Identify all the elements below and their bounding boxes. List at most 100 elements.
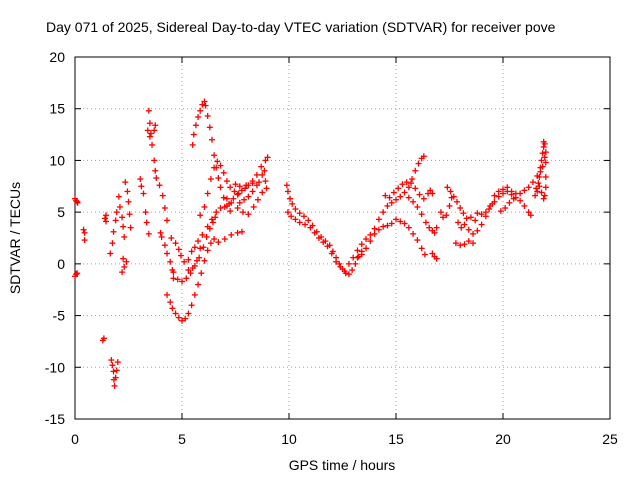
data-point — [174, 276, 181, 283]
data-point — [146, 133, 153, 140]
data-point — [491, 192, 498, 199]
data-point — [249, 178, 256, 185]
data-point — [315, 235, 322, 241]
data-point — [145, 107, 152, 114]
y-tick-label: -15 — [45, 411, 65, 427]
data-point — [540, 143, 547, 150]
data-point — [478, 211, 485, 218]
data-point — [239, 209, 246, 216]
data-point — [172, 240, 179, 247]
data-point — [120, 255, 127, 262]
data-point — [443, 212, 450, 219]
data-point — [220, 194, 227, 201]
data-point — [262, 157, 269, 164]
data-point — [292, 216, 299, 223]
data-point — [517, 197, 524, 204]
data-point — [541, 192, 548, 199]
data-point — [388, 199, 395, 206]
data-point — [191, 244, 198, 251]
data-point — [213, 209, 220, 216]
data-point — [161, 242, 168, 249]
data-point — [521, 187, 528, 194]
data-point — [204, 223, 211, 230]
data-point — [238, 228, 245, 235]
data-point — [535, 180, 542, 187]
data-point — [211, 152, 218, 159]
data-point — [258, 163, 265, 170]
data-point — [120, 223, 127, 230]
data-point — [259, 171, 266, 178]
y-tick-label: 5 — [57, 204, 65, 220]
data-point — [405, 184, 412, 191]
data-point — [264, 154, 271, 161]
data-point — [137, 176, 144, 183]
data-point — [363, 245, 370, 252]
data-point — [189, 141, 196, 148]
data-point — [371, 225, 378, 232]
data-point — [204, 190, 211, 197]
data-point — [159, 192, 166, 199]
data-point — [380, 209, 387, 216]
data-point — [199, 231, 206, 238]
data-point — [341, 268, 348, 275]
data-point — [124, 188, 131, 195]
data-point — [399, 181, 406, 188]
data-point — [502, 205, 509, 212]
data-point — [534, 188, 541, 195]
y-axis-label: SDTVAR / TECUs — [7, 182, 23, 294]
data-point — [215, 239, 222, 246]
data-point — [345, 271, 352, 278]
data-point — [195, 113, 202, 120]
data-point — [164, 291, 171, 298]
data-point — [426, 224, 433, 231]
data-point — [517, 190, 524, 197]
data-point — [463, 215, 470, 222]
data-point — [382, 192, 389, 199]
data-point — [152, 167, 159, 174]
data-point — [238, 187, 245, 194]
data-point — [429, 250, 436, 257]
data-point — [472, 217, 479, 224]
data-point — [227, 184, 234, 191]
data-point — [123, 258, 130, 265]
data-point — [207, 176, 214, 183]
data-point — [333, 258, 340, 265]
data-point — [532, 192, 539, 199]
data-point — [500, 186, 506, 193]
data-point — [202, 102, 209, 109]
data-point — [80, 226, 87, 233]
data-point — [73, 271, 80, 278]
data-point — [527, 212, 534, 219]
data-point — [201, 203, 208, 210]
data-point — [540, 195, 547, 202]
data-point — [390, 189, 397, 196]
data-point — [179, 317, 185, 324]
data-point — [358, 251, 365, 258]
data-point — [113, 367, 120, 374]
data-point — [110, 368, 117, 375]
data-point — [537, 168, 544, 175]
data-point — [538, 189, 545, 196]
data-point — [352, 260, 359, 267]
data-point — [199, 101, 206, 108]
data-point — [458, 224, 465, 231]
data-point — [412, 185, 419, 192]
data-point — [185, 256, 192, 263]
data-point — [119, 214, 126, 221]
data-point — [418, 211, 425, 218]
data-point — [157, 229, 164, 236]
data-point — [115, 193, 122, 200]
data-point — [461, 221, 468, 228]
data-point — [375, 216, 382, 223]
data-point — [212, 214, 219, 221]
data-point — [461, 241, 468, 248]
data-point — [161, 205, 168, 212]
data-point — [177, 252, 184, 259]
data-point — [146, 120, 153, 127]
data-point — [405, 224, 412, 231]
plot-frame — [74, 56, 611, 420]
data-point — [412, 167, 419, 174]
data-point — [210, 219, 217, 226]
data-point — [220, 169, 227, 176]
data-point — [414, 237, 421, 244]
